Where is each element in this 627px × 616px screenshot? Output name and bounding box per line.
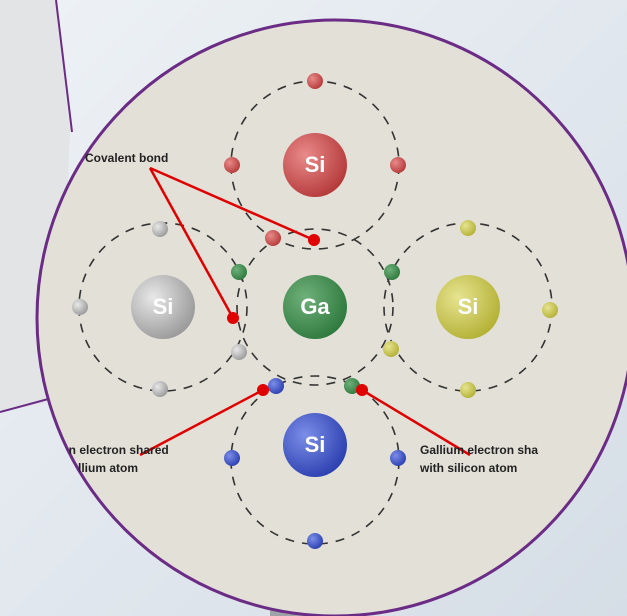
electron (390, 450, 406, 466)
electron (307, 533, 323, 549)
electron (268, 378, 284, 394)
electron (542, 302, 558, 318)
atom-label: Si (305, 152, 326, 177)
lattice: Si Si Ga Si Si (48, 73, 558, 549)
electron (460, 382, 476, 398)
electron (307, 73, 323, 89)
electron (390, 157, 406, 173)
atom (283, 413, 347, 477)
pointer-lines (139, 166, 471, 457)
electron (231, 264, 247, 280)
electron (224, 157, 240, 173)
caption: Gallium electron sha (420, 443, 538, 457)
bond-dot (227, 312, 239, 324)
pointer (139, 388, 264, 457)
atom (283, 275, 347, 339)
orbit (236, 228, 394, 386)
electron (152, 221, 168, 237)
electron (460, 220, 476, 236)
electron (383, 341, 399, 357)
atom-label: Si (305, 432, 326, 457)
pointer (148, 167, 235, 319)
atom-label: Si (153, 294, 174, 319)
bond-dots (227, 234, 368, 396)
caption: with silicon atom (419, 461, 517, 475)
caption: Covalent bond (85, 151, 168, 165)
zoom-line (55, 0, 73, 133)
atom (283, 133, 347, 197)
electron (72, 299, 88, 315)
atom (131, 275, 195, 339)
zoom-line (0, 397, 53, 413)
pointer (149, 166, 315, 242)
electrons (72, 73, 558, 549)
electron (231, 344, 247, 360)
atom-label: Ga (300, 294, 330, 319)
atom (436, 275, 500, 339)
electron (224, 450, 240, 466)
atom-label: Si (458, 294, 479, 319)
caption: gallium atom (64, 461, 138, 475)
electron (265, 230, 281, 246)
pointer (361, 388, 471, 457)
bond-dot (257, 384, 269, 396)
caption: licon electron shared (48, 443, 169, 457)
bond-dot (356, 384, 368, 396)
bond-dot (308, 234, 320, 246)
electron (152, 381, 168, 397)
electron (384, 264, 400, 280)
